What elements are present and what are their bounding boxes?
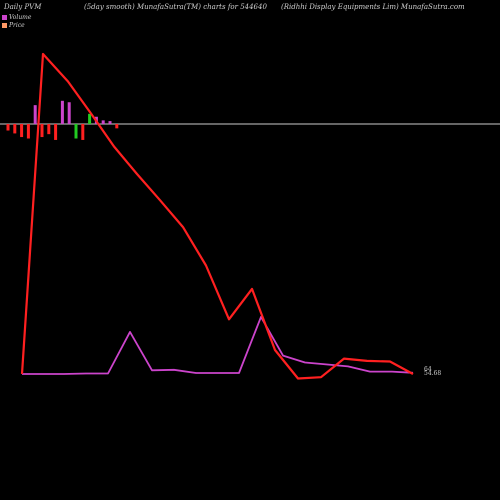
volume-bar bbox=[88, 113, 92, 124]
volume-bar bbox=[26, 124, 30, 139]
volume-bar bbox=[54, 124, 58, 140]
legend-swatch-volume bbox=[2, 15, 7, 20]
volume-bar bbox=[81, 124, 85, 140]
volume-bar bbox=[67, 102, 71, 124]
volume-bar bbox=[20, 124, 24, 138]
volume-bar bbox=[115, 124, 119, 129]
volume-bar bbox=[108, 121, 112, 124]
end-label-b: 54.68 bbox=[424, 370, 442, 377]
chart-header-right: (Ridhhi Display Equipments Lim) MunafaSu… bbox=[281, 3, 465, 11]
volume-bar bbox=[6, 124, 10, 131]
chart-header-left: Daily PVM bbox=[4, 3, 42, 11]
volume-bar bbox=[13, 124, 17, 134]
legend-label-volume: Volume bbox=[9, 14, 32, 21]
end-label-a: 64 bbox=[424, 366, 432, 373]
volume-bar bbox=[40, 124, 44, 138]
legend-label-price: Price bbox=[9, 22, 25, 29]
volume-bar bbox=[74, 124, 78, 139]
legend-item-volume: Volume bbox=[2, 14, 31, 21]
price-series-line bbox=[20, 52, 414, 380]
volume-bars bbox=[6, 100, 119, 140]
volume-bar bbox=[60, 100, 64, 124]
volume-bar bbox=[101, 120, 105, 124]
pvm-series-line bbox=[22, 315, 414, 375]
volume-bar bbox=[33, 105, 37, 124]
legend-item-price: Price bbox=[2, 22, 25, 29]
legend-swatch-price bbox=[2, 23, 7, 28]
series-lines bbox=[20, 52, 414, 380]
volume-bar bbox=[47, 124, 51, 135]
chart-header-middle: (5day smooth) MunafaSutra(TM) charts for… bbox=[84, 3, 267, 11]
